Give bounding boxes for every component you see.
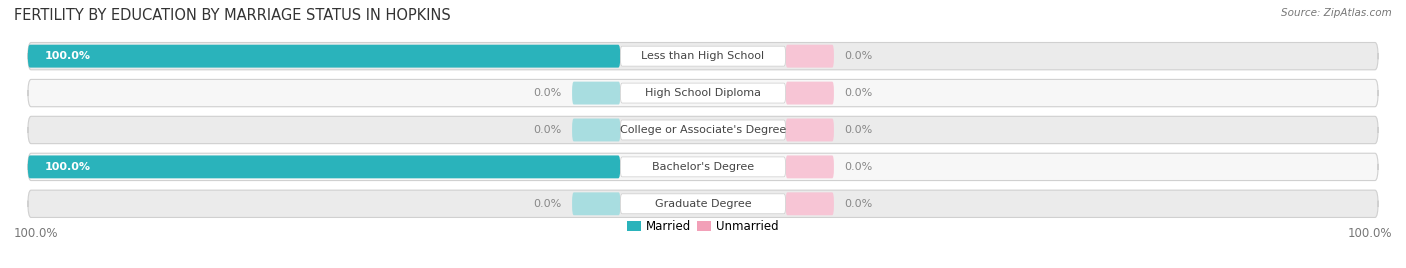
FancyBboxPatch shape [28, 43, 1378, 70]
Text: Graduate Degree: Graduate Degree [655, 199, 751, 209]
FancyBboxPatch shape [28, 116, 1378, 144]
Text: 0.0%: 0.0% [844, 51, 873, 61]
Text: 0.0%: 0.0% [533, 199, 562, 209]
Text: Less than High School: Less than High School [641, 51, 765, 61]
FancyBboxPatch shape [786, 118, 834, 142]
FancyBboxPatch shape [28, 79, 1378, 107]
Text: 100.0%: 100.0% [45, 162, 91, 172]
Text: FERTILITY BY EDUCATION BY MARRIAGE STATUS IN HOPKINS: FERTILITY BY EDUCATION BY MARRIAGE STATU… [14, 8, 451, 23]
Text: 0.0%: 0.0% [533, 88, 562, 98]
FancyBboxPatch shape [620, 83, 786, 103]
Text: 0.0%: 0.0% [844, 199, 873, 209]
FancyBboxPatch shape [572, 192, 620, 215]
FancyBboxPatch shape [786, 82, 834, 105]
FancyBboxPatch shape [28, 190, 1378, 217]
Text: 0.0%: 0.0% [844, 88, 873, 98]
Text: 0.0%: 0.0% [844, 125, 873, 135]
FancyBboxPatch shape [620, 157, 786, 177]
FancyBboxPatch shape [786, 192, 834, 215]
Text: 100.0%: 100.0% [45, 51, 91, 61]
Text: Source: ZipAtlas.com: Source: ZipAtlas.com [1281, 8, 1392, 18]
FancyBboxPatch shape [786, 45, 834, 68]
FancyBboxPatch shape [572, 82, 620, 105]
FancyBboxPatch shape [620, 120, 786, 140]
FancyBboxPatch shape [620, 46, 786, 66]
Text: 0.0%: 0.0% [533, 125, 562, 135]
FancyBboxPatch shape [28, 155, 620, 178]
FancyBboxPatch shape [28, 45, 620, 68]
Text: Bachelor's Degree: Bachelor's Degree [652, 162, 754, 172]
FancyBboxPatch shape [28, 153, 1378, 181]
Text: High School Diploma: High School Diploma [645, 88, 761, 98]
Legend: Married, Unmarried: Married, Unmarried [623, 215, 783, 237]
FancyBboxPatch shape [572, 118, 620, 142]
Text: 0.0%: 0.0% [844, 162, 873, 172]
Text: College or Associate's Degree: College or Associate's Degree [620, 125, 786, 135]
FancyBboxPatch shape [786, 155, 834, 178]
Text: 100.0%: 100.0% [1347, 227, 1392, 240]
Text: 100.0%: 100.0% [14, 227, 59, 240]
FancyBboxPatch shape [620, 194, 786, 214]
